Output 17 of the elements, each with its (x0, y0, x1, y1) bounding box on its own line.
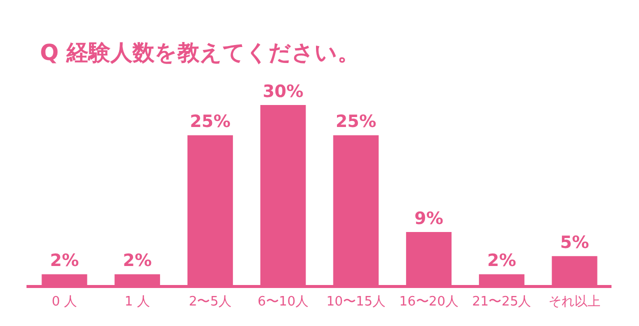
data-label: 2% (122, 251, 152, 272)
data-label: 2% (50, 251, 79, 272)
x-tick-label: 21〜25人 (472, 294, 532, 310)
x-tick-label: 1 人 (124, 294, 150, 310)
x-tick-label: 2〜5人 (188, 294, 232, 310)
x-tick-label: それ以上 (548, 294, 601, 310)
data-label: 25% (190, 112, 231, 132)
x-tick-label: 0 人 (52, 294, 78, 310)
data-label: 30% (262, 82, 304, 102)
x-tick-label: 16〜20人 (399, 294, 458, 310)
data-label: 2% (487, 251, 516, 272)
data-label: 25% (336, 112, 376, 132)
chart-title: Q 経験人数を教えてください。 (40, 40, 360, 68)
x-tick-label: 6〜10人 (258, 294, 308, 310)
data-label: 9% (414, 208, 444, 229)
x-tick-label: 10〜15人 (326, 294, 386, 310)
data-label: 5% (560, 233, 589, 254)
